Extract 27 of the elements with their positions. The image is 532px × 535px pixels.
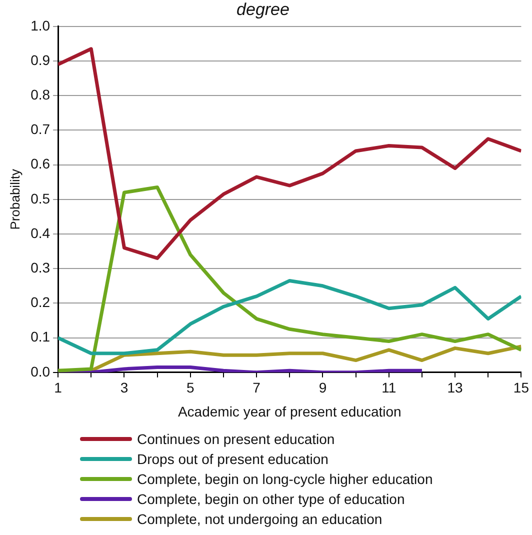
y-tick-label: 1.0: [30, 17, 50, 34]
legend-label: Complete, begin on other type of education: [137, 491, 405, 507]
y-tick-label: 0.9: [30, 52, 50, 68]
x-tick-label: 13: [447, 380, 464, 396]
y-tick-label: 0.8: [30, 86, 50, 102]
x-tick-label: 11: [382, 380, 396, 396]
chart-title: degree: [236, 0, 290, 19]
y-tick-label: 0.3: [30, 259, 50, 276]
y-tick-label: 0.2: [30, 294, 50, 310]
legend-label: Drops out of present education: [137, 451, 328, 467]
x-tick-label: 5: [186, 380, 194, 396]
y-tick-label: 0.4: [30, 224, 50, 241]
legend-label: Continues on present education: [137, 431, 335, 447]
legend-label: Complete, not undergoing an education: [137, 511, 382, 527]
x-tick-label: 9: [318, 380, 327, 396]
x-tick-label: 15: [513, 380, 530, 396]
y-tick-label: 0.7: [30, 121, 50, 138]
x-tick-label: 1: [54, 380, 62, 396]
y-tick-label: 0.5: [30, 190, 50, 206]
x-tick-label: 3: [120, 380, 128, 396]
y-tick-label: 0.1: [30, 328, 50, 345]
x-axis-title: Academic year of present education: [178, 403, 402, 420]
y-axis-title: Probability: [7, 168, 22, 230]
y-tick-label: 0.6: [30, 156, 50, 172]
y-tick-label: 0.0: [30, 363, 50, 380]
x-tick-label: 7: [252, 380, 261, 396]
legend-label: Complete, begin on long-cycle higher education: [137, 471, 433, 487]
